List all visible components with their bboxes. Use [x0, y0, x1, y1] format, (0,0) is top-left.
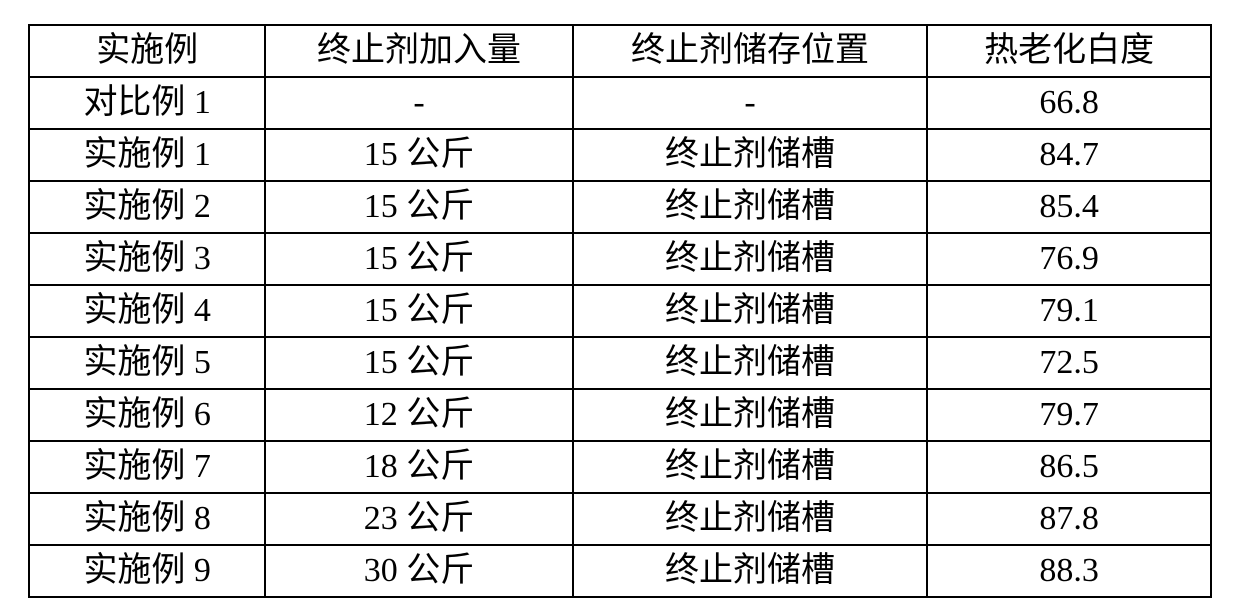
cell: 实施例 4 [29, 285, 265, 337]
cell: 15 公斤 [265, 337, 572, 389]
table-row: 实施例 1 15 公斤 终止剂储槽 84.7 [29, 129, 1211, 181]
cell: 终止剂储槽 [573, 389, 928, 441]
table-row: 实施例 2 15 公斤 终止剂储槽 85.4 [29, 181, 1211, 233]
cell: 终止剂储槽 [573, 233, 928, 285]
cell: 88.3 [927, 545, 1211, 597]
table-row: 实施例 3 15 公斤 终止剂储槽 76.9 [29, 233, 1211, 285]
table-row: 对比例 1 - - 66.8 [29, 77, 1211, 129]
cell: 实施例 9 [29, 545, 265, 597]
cell: 实施例 6 [29, 389, 265, 441]
cell: 15 公斤 [265, 285, 572, 337]
cell: 72.5 [927, 337, 1211, 389]
cell: 实施例 3 [29, 233, 265, 285]
cell: 终止剂储槽 [573, 493, 928, 545]
data-table: 实施例 终止剂加入量 终止剂储存位置 热老化白度 对比例 1 - - 66.8 … [28, 24, 1212, 598]
cell: 66.8 [927, 77, 1211, 129]
table-row: 实施例 8 23 公斤 终止剂储槽 87.8 [29, 493, 1211, 545]
cell: 79.7 [927, 389, 1211, 441]
cell: 对比例 1 [29, 77, 265, 129]
col-header: 终止剂储存位置 [573, 25, 928, 77]
cell: 终止剂储槽 [573, 337, 928, 389]
cell: 84.7 [927, 129, 1211, 181]
cell: 终止剂储槽 [573, 545, 928, 597]
col-header: 热老化白度 [927, 25, 1211, 77]
cell: 85.4 [927, 181, 1211, 233]
table-row: 实施例 9 30 公斤 终止剂储槽 88.3 [29, 545, 1211, 597]
cell: - [573, 77, 928, 129]
cell: 12 公斤 [265, 389, 572, 441]
cell: 23 公斤 [265, 493, 572, 545]
cell: 终止剂储槽 [573, 181, 928, 233]
cell: 18 公斤 [265, 441, 572, 493]
table-row: 实施例 6 12 公斤 终止剂储槽 79.7 [29, 389, 1211, 441]
table-header-row: 实施例 终止剂加入量 终止剂储存位置 热老化白度 [29, 25, 1211, 77]
cell: 终止剂储槽 [573, 441, 928, 493]
page: 实施例 终止剂加入量 终止剂储存位置 热老化白度 对比例 1 - - 66.8 … [0, 0, 1240, 600]
table-row: 实施例 5 15 公斤 终止剂储槽 72.5 [29, 337, 1211, 389]
cell: 15 公斤 [265, 233, 572, 285]
cell: 实施例 1 [29, 129, 265, 181]
cell: 15 公斤 [265, 181, 572, 233]
cell: 30 公斤 [265, 545, 572, 597]
cell: 79.1 [927, 285, 1211, 337]
cell: 15 公斤 [265, 129, 572, 181]
cell: 实施例 5 [29, 337, 265, 389]
cell: 终止剂储槽 [573, 129, 928, 181]
cell: 87.8 [927, 493, 1211, 545]
col-header: 终止剂加入量 [265, 25, 572, 77]
table-row: 实施例 7 18 公斤 终止剂储槽 86.5 [29, 441, 1211, 493]
cell: 76.9 [927, 233, 1211, 285]
table-row: 实施例 4 15 公斤 终止剂储槽 79.1 [29, 285, 1211, 337]
cell: - [265, 77, 572, 129]
cell: 实施例 2 [29, 181, 265, 233]
cell: 实施例 7 [29, 441, 265, 493]
table-body: 对比例 1 - - 66.8 实施例 1 15 公斤 终止剂储槽 84.7 实施… [29, 77, 1211, 597]
cell: 实施例 8 [29, 493, 265, 545]
col-header: 实施例 [29, 25, 265, 77]
cell: 86.5 [927, 441, 1211, 493]
cell: 终止剂储槽 [573, 285, 928, 337]
